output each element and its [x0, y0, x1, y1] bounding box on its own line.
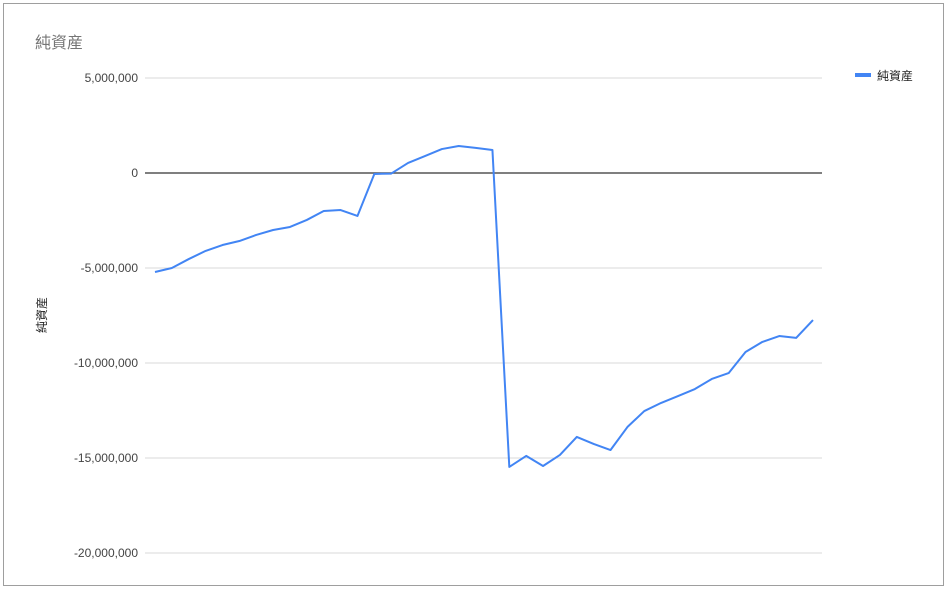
series-line	[154, 145, 814, 468]
chart-frame	[3, 3, 944, 586]
chart-title: 純資産	[35, 34, 83, 52]
y-tick-label: 0	[131, 166, 138, 180]
y-tick-label: -15,000,000	[74, 451, 138, 465]
y-tick-label: -20,000,000	[74, 546, 138, 560]
legend: 純資産	[855, 68, 913, 83]
y-axis-label: 純資産	[34, 297, 49, 333]
y-tick-label: -10,000,000	[74, 356, 138, 370]
legend-label: 純資産	[877, 68, 913, 83]
y-tick-label: 5,000,000	[85, 71, 139, 85]
legend-swatch	[855, 73, 871, 77]
y-tick-label: -5,000,000	[81, 261, 139, 275]
